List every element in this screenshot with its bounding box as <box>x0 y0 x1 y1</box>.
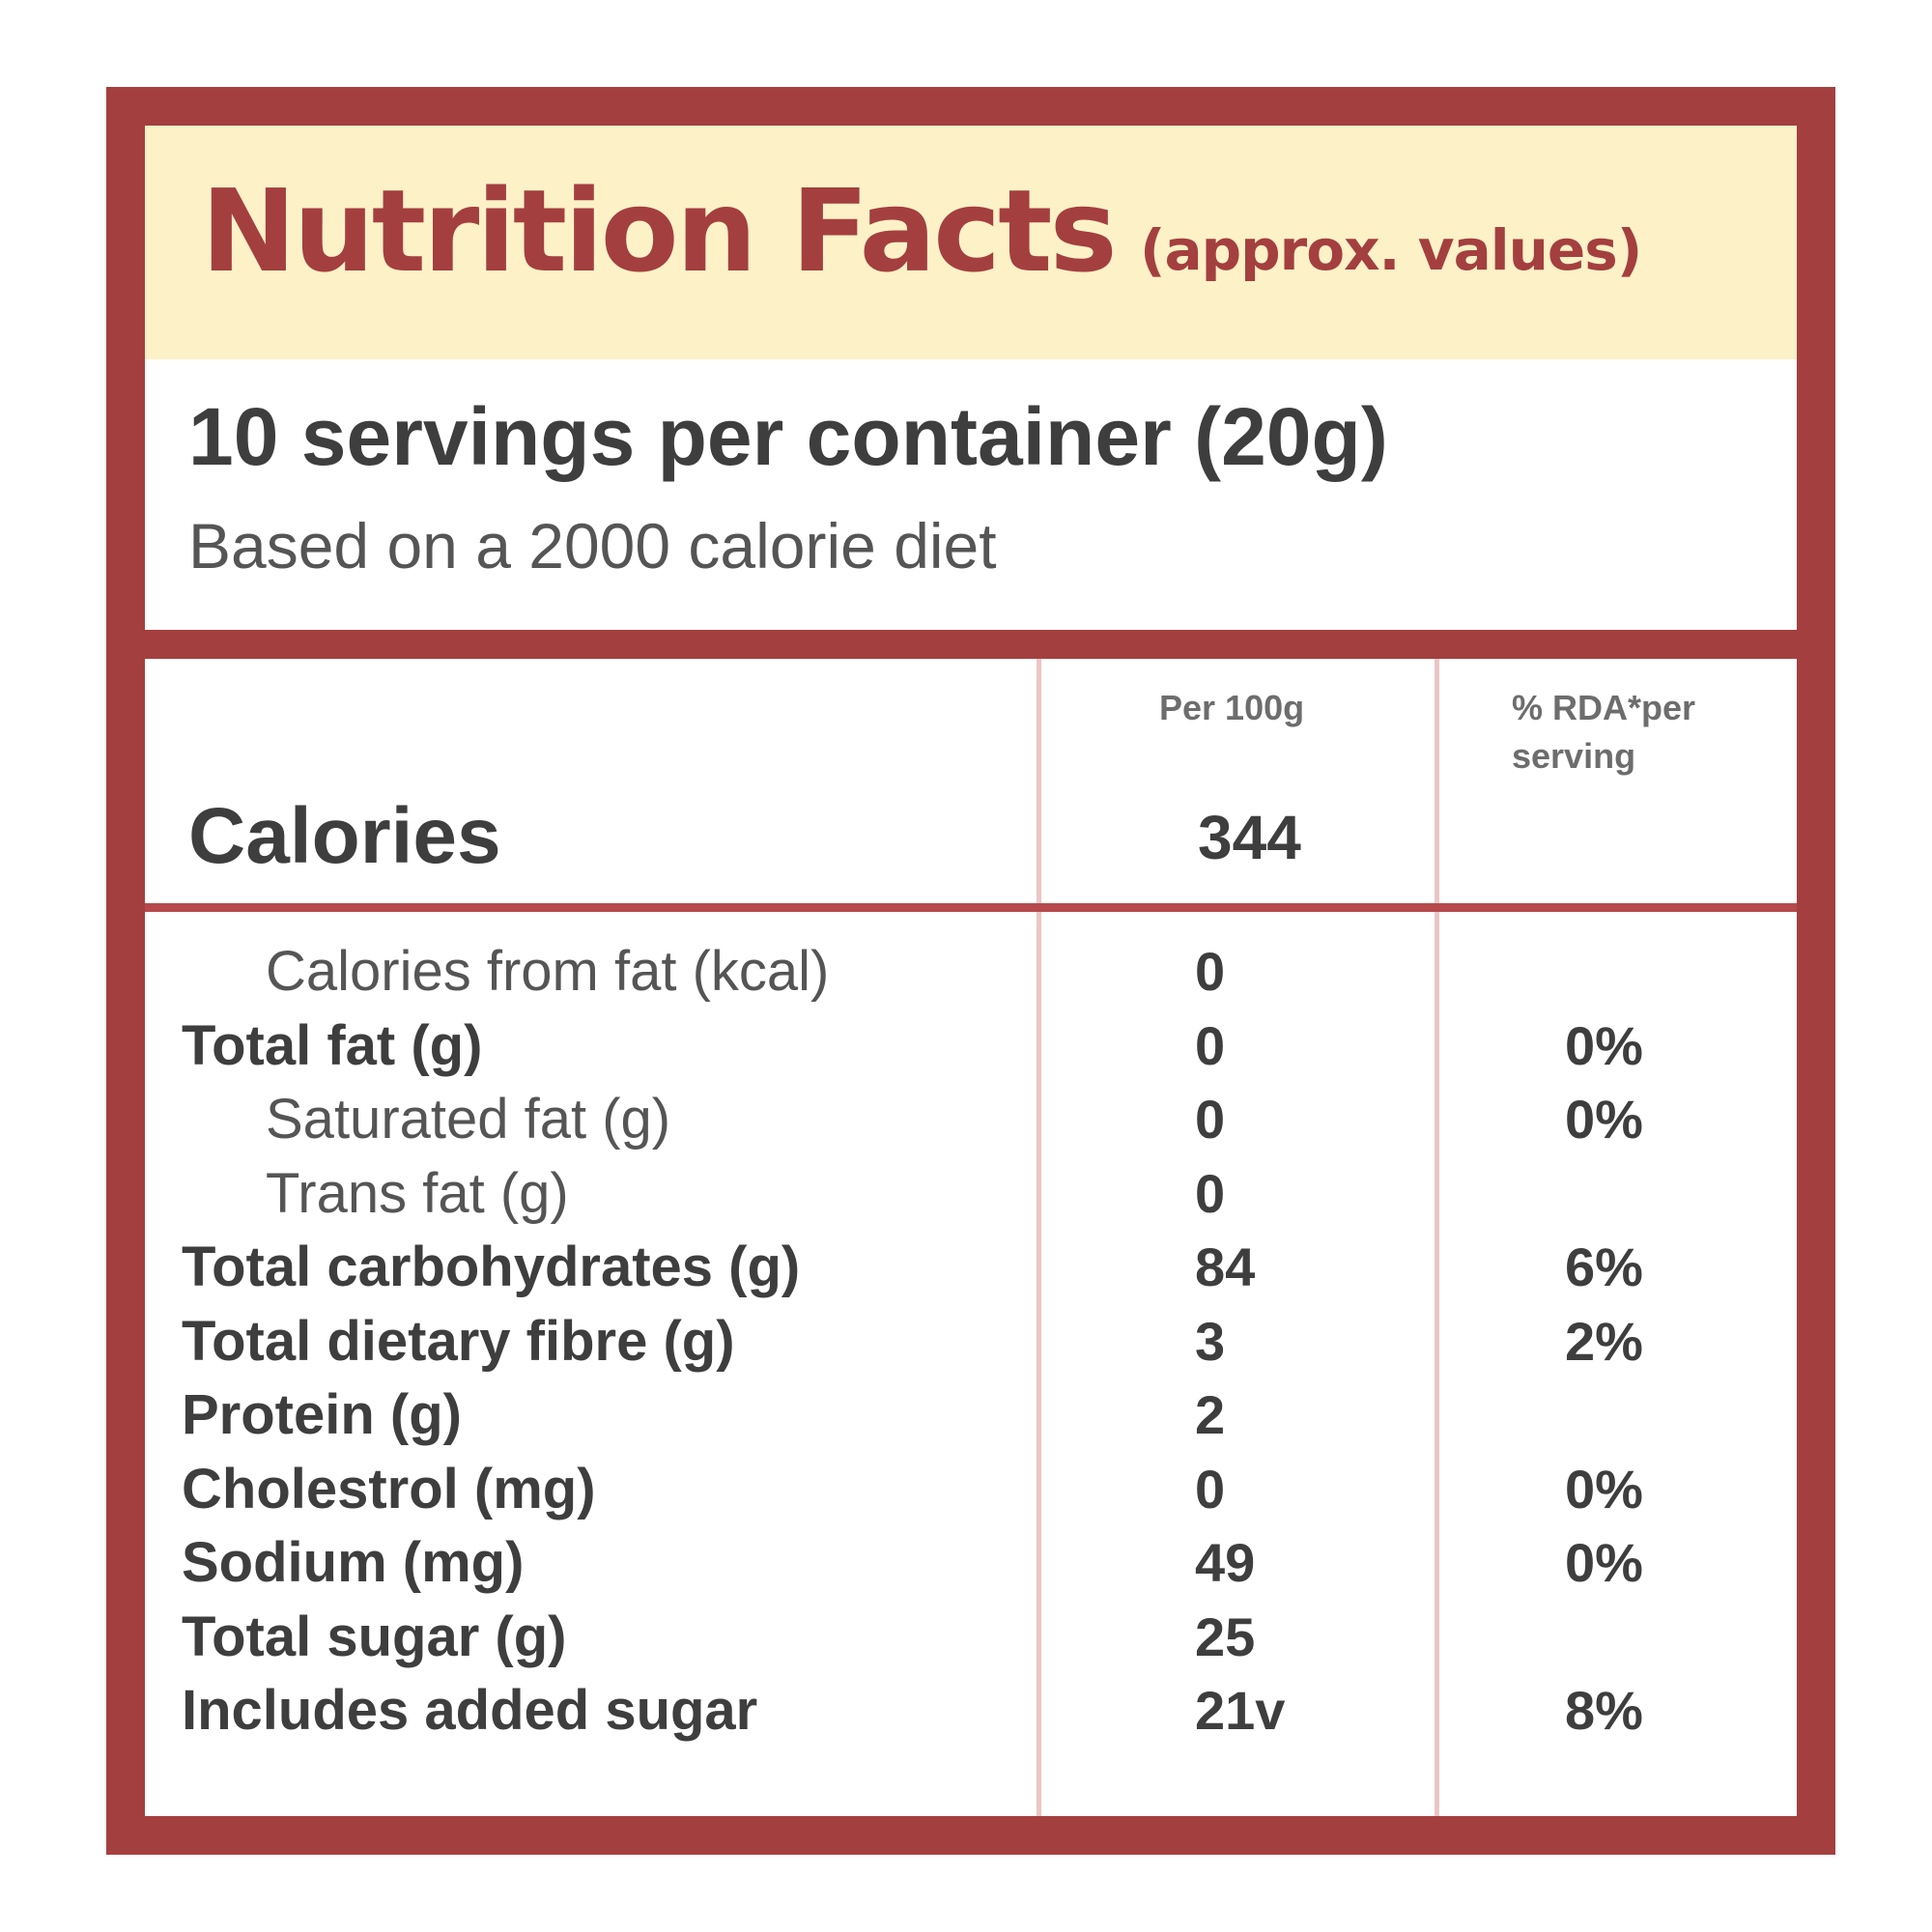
nutrient-label: Total dietary fibre (g) <box>182 1309 735 1373</box>
nutrient-label: Total fat (g) <box>182 1013 483 1077</box>
nutrient-label: Total carbohydrates (g) <box>182 1236 801 1298</box>
calories-value: 344 <box>1198 803 1301 872</box>
nutrient-label: Calories from fat (kcal) <box>266 940 830 1003</box>
nutrient-value: 25 <box>1195 1605 1256 1667</box>
label-subtitle: (approx. values) <box>1140 217 1642 283</box>
nutrient-label: Includes added sugar <box>182 1679 758 1742</box>
nutrient-rda: 0% <box>1565 1458 1643 1520</box>
nutrient-row-total-carbohydrates: Total carbohydrates (g) 84 6% <box>145 1231 1797 1305</box>
column-header-per-100g: Per 100g <box>1159 688 1305 727</box>
column-divider-left <box>1037 659 1041 1816</box>
nutrient-rda: 0% <box>1565 1532 1643 1593</box>
nutrient-rda: 0% <box>1565 1014 1643 1076</box>
nutrient-rda: 8% <box>1565 1680 1643 1741</box>
nutrient-row-sodium: Sodium (mg) 49 0% <box>145 1526 1797 1601</box>
calories-label: Calories <box>188 792 501 880</box>
nutrient-label: Saturated fat (g) <box>266 1088 671 1151</box>
nutrient-label: Cholestrol (mg) <box>182 1457 596 1520</box>
nutrient-value: 21v <box>1195 1680 1286 1741</box>
servings-per-container: 10 servings per container (20g) <box>188 391 1388 482</box>
label-title: Nutrition Facts <box>201 164 1118 298</box>
column-divider-right <box>1435 659 1439 1816</box>
nutrient-value: 0 <box>1195 1162 1226 1224</box>
calories-divider <box>145 903 1797 912</box>
nutrient-value: 49 <box>1195 1532 1256 1593</box>
nutrient-row-added-sugar: Includes added sugar 21v 8% <box>145 1674 1797 1748</box>
column-header-rda: % RDA*per serving <box>1512 688 1696 776</box>
nutrient-row-cholestrol: Cholestrol (mg) 0 0% <box>145 1453 1797 1527</box>
label-panel: Nutrition Facts (approx. values) 10 serv… <box>145 126 1797 1816</box>
nutrient-label: Total sugar (g) <box>182 1605 567 1668</box>
nutrient-value: 0 <box>1195 1089 1226 1150</box>
nutrient-value: 84 <box>1195 1236 1256 1297</box>
nutrient-row-protein: Protein (g) 2 <box>145 1378 1797 1453</box>
calorie-basis: Based on a 2000 calorie diet <box>188 510 997 582</box>
nutrient-label: Sodium (mg) <box>182 1531 525 1594</box>
nutrient-label: Trans fat (g) <box>266 1161 569 1225</box>
nutrient-row-calories-from-fat: Calories from fat (kcal) 0 <box>145 935 1797 1009</box>
nutrient-row-total-fat: Total fat (g) 0 0% <box>145 1009 1797 1084</box>
nutrient-rda: 2% <box>1565 1310 1643 1372</box>
nutrient-row-dietary-fibre: Total dietary fibre (g) 3 2% <box>145 1305 1797 1379</box>
nutrient-row-trans-fat: Trans fat (g) 0 <box>145 1157 1797 1232</box>
nutrient-value: 2 <box>1195 1384 1226 1445</box>
nutrient-row-saturated-fat: Saturated fat (g) 0 0% <box>145 1083 1797 1157</box>
nutrient-value: 0 <box>1195 1458 1226 1520</box>
nutrient-row-total-sugar: Total sugar (g) 25 <box>145 1601 1797 1675</box>
nutrient-label: Protein (g) <box>182 1383 462 1446</box>
nutrition-label: Nutrition Facts (approx. values) 10 serv… <box>106 87 1835 1855</box>
nutrient-rows: Calories from fat (kcal) 0 Total fat (g)… <box>145 935 1797 1748</box>
nutrient-value: 3 <box>1195 1310 1226 1372</box>
title-band: Nutrition Facts (approx. values) <box>145 126 1797 359</box>
thick-divider <box>145 630 1797 659</box>
nutrient-rda: 6% <box>1565 1236 1643 1297</box>
nutrient-value: 0 <box>1195 1014 1226 1076</box>
nutrient-rda: 0% <box>1565 1089 1643 1150</box>
nutrient-value: 0 <box>1195 941 1226 1002</box>
